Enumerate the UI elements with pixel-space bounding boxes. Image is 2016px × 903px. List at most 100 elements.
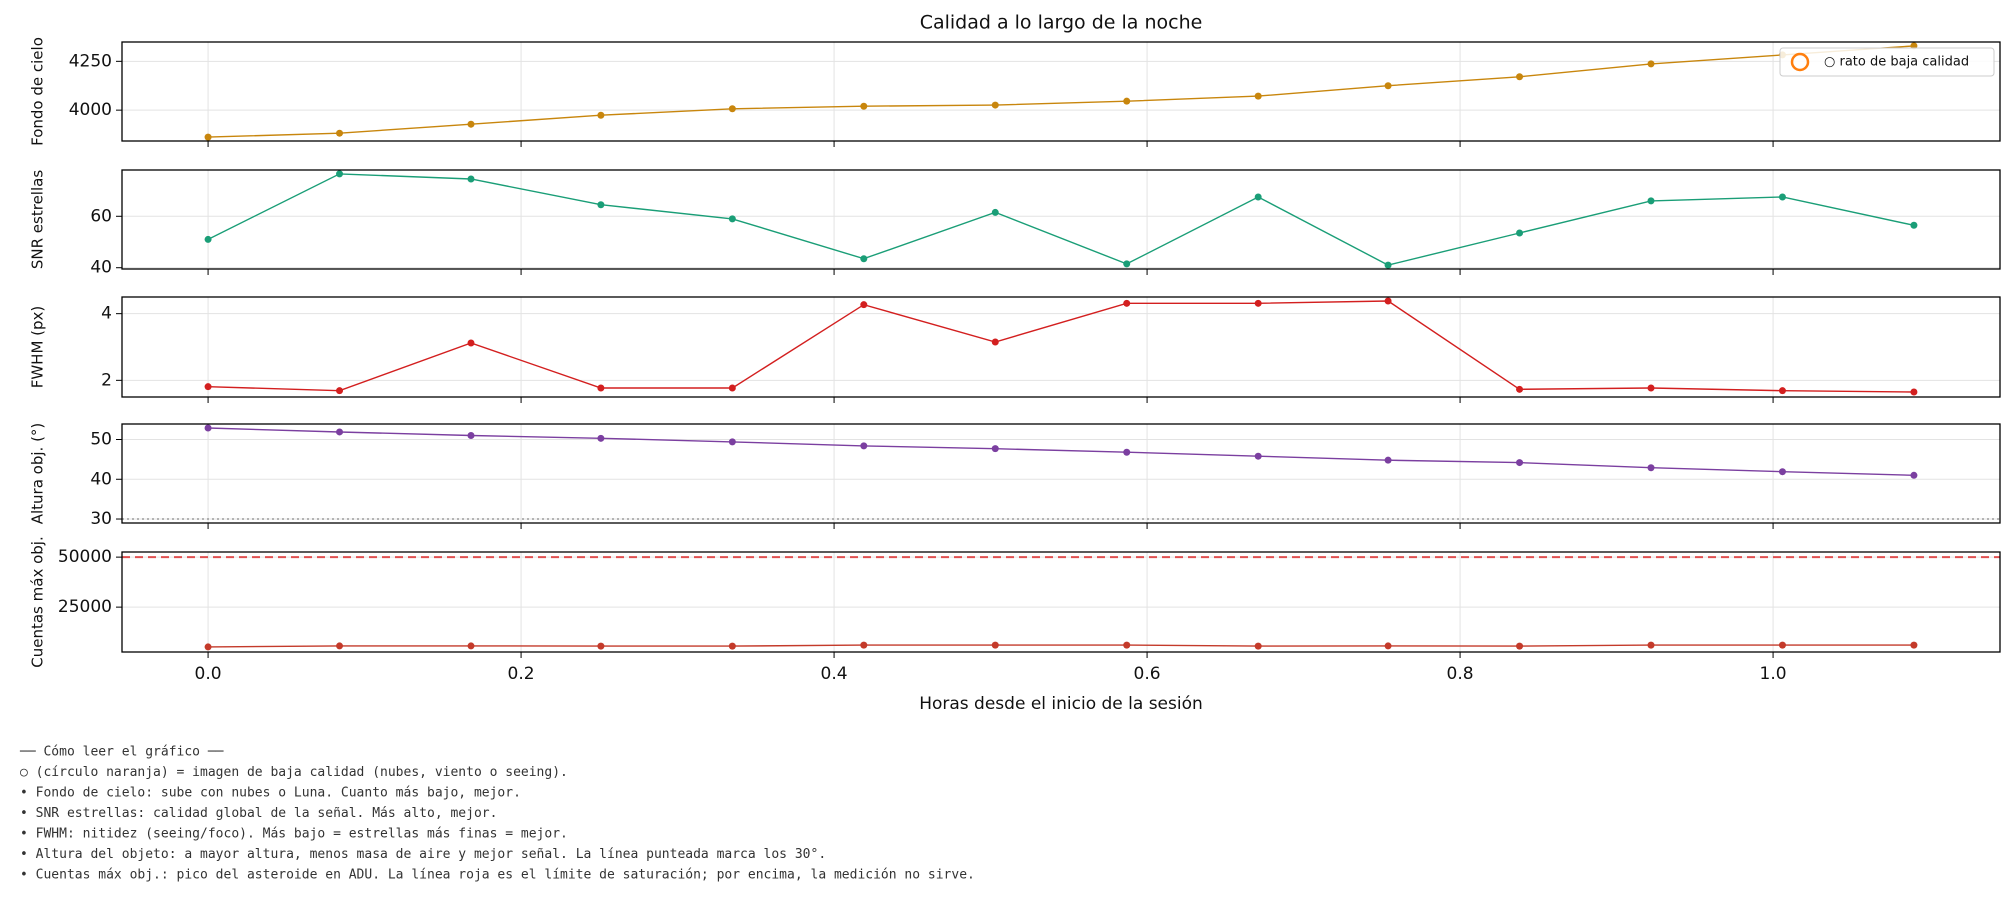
data-point <box>1516 385 1524 393</box>
data-point <box>597 111 605 119</box>
note-line: • FWHM: nitidez (seeing/foco). Más bajo … <box>20 827 568 842</box>
data-point <box>991 445 999 453</box>
data-point <box>728 384 736 392</box>
data-point <box>204 643 212 651</box>
axes-frame <box>121 296 2001 398</box>
data-point <box>467 432 475 440</box>
data-point <box>728 215 736 223</box>
data-point <box>860 301 868 309</box>
data-point <box>1123 448 1131 456</box>
data-point <box>728 642 736 650</box>
data-point <box>1647 641 1655 649</box>
data-line <box>208 300 1914 393</box>
y-axis-label: Cuentas máx obj. <box>29 536 47 667</box>
data-point <box>991 101 999 109</box>
y-tick-label: 4000 <box>69 100 112 120</box>
data-point <box>1384 456 1392 464</box>
data-point <box>336 387 344 395</box>
data-point <box>467 120 475 128</box>
data-point <box>1123 260 1131 268</box>
data-line <box>208 644 1914 648</box>
data-point <box>1910 388 1918 396</box>
y-tick-label: 60 <box>90 206 112 226</box>
data-point <box>1778 193 1786 201</box>
y-tick-label: 4250 <box>69 51 112 71</box>
y-tick-label: 40 <box>90 258 112 278</box>
x-tick-label: 0.0 <box>195 664 222 684</box>
y-tick-label: 25000 <box>58 597 112 617</box>
data-point <box>860 641 868 649</box>
data-point <box>204 383 212 391</box>
data-point <box>1647 197 1655 205</box>
data-point <box>1123 97 1131 105</box>
data-point <box>467 642 475 650</box>
data-point <box>336 642 344 650</box>
data-point <box>1254 452 1262 460</box>
note-line: ○ (círculo naranja) = imagen de baja cal… <box>20 765 568 780</box>
data-point <box>860 442 868 450</box>
x-tick-label: 0.8 <box>1447 664 1474 684</box>
data-point <box>1254 193 1262 201</box>
data-point <box>597 642 605 650</box>
data-point <box>1647 384 1655 392</box>
data-point <box>1254 642 1262 650</box>
data-point <box>1384 642 1392 650</box>
data-point <box>204 235 212 243</box>
data-line <box>208 45 1914 138</box>
data-point <box>1384 261 1392 269</box>
y-tick-label: 4 <box>101 304 112 324</box>
note-line: • Cuentas máx obj.: pico del asteroide e… <box>20 868 975 883</box>
data-point <box>991 641 999 649</box>
x-tick-label: 0.4 <box>821 664 848 684</box>
data-point <box>728 438 736 446</box>
data-point <box>467 175 475 183</box>
axes-frame <box>121 169 2001 270</box>
data-point <box>1384 82 1392 90</box>
y-tick-label: 30 <box>90 509 112 529</box>
data-line <box>207 173 1915 266</box>
data-point <box>1516 73 1524 81</box>
y-axis-label: Altura obj. (°) <box>29 423 47 525</box>
data-point <box>204 424 212 432</box>
data-point <box>1910 641 1918 649</box>
data-point <box>336 170 344 178</box>
note-line: ── Cómo leer el gráfico ── <box>19 745 224 760</box>
y-tick-label: 40 <box>90 469 112 489</box>
data-point <box>1516 459 1524 467</box>
x-tick-label: 1.0 <box>1760 664 1787 684</box>
data-point <box>597 201 605 209</box>
y-tick-label: 50 <box>90 430 112 450</box>
data-point <box>1778 387 1786 395</box>
axes-frame <box>121 41 2001 142</box>
data-point <box>467 339 475 347</box>
data-point <box>1778 641 1786 649</box>
data-point <box>1910 471 1918 479</box>
data-point <box>1384 297 1392 305</box>
data-point <box>1123 299 1131 307</box>
x-axis-label: Horas desde el inicio de la sesión <box>919 694 1203 714</box>
legend-box <box>1779 47 1995 77</box>
note-line: • SNR estrellas: calidad global de la se… <box>20 806 497 821</box>
data-point <box>1516 642 1524 650</box>
data-point <box>728 105 736 113</box>
data-point <box>597 384 605 392</box>
data-point <box>336 428 344 436</box>
data-point <box>597 434 605 442</box>
data-line <box>208 427 1914 476</box>
data-point <box>1123 641 1131 649</box>
data-point <box>1516 229 1524 237</box>
y-axis-label: Fondo de cielo <box>29 37 47 146</box>
data-point <box>204 133 212 141</box>
legend-label: ○ rato de baja calidad <box>1824 55 1969 70</box>
chart-title: Calidad a lo largo de la noche <box>920 12 1203 34</box>
data-point <box>860 255 868 263</box>
data-point <box>1254 92 1262 100</box>
y-tick-label: 50000 <box>58 547 112 567</box>
data-point <box>336 129 344 137</box>
x-tick-label: 0.2 <box>508 664 535 684</box>
data-point <box>1647 60 1655 68</box>
data-point <box>1254 299 1262 307</box>
note-line: • Altura del objeto: a mayor altura, men… <box>20 847 826 862</box>
note-line: • Fondo de cielo: sube con nubes o Luna.… <box>20 786 521 801</box>
